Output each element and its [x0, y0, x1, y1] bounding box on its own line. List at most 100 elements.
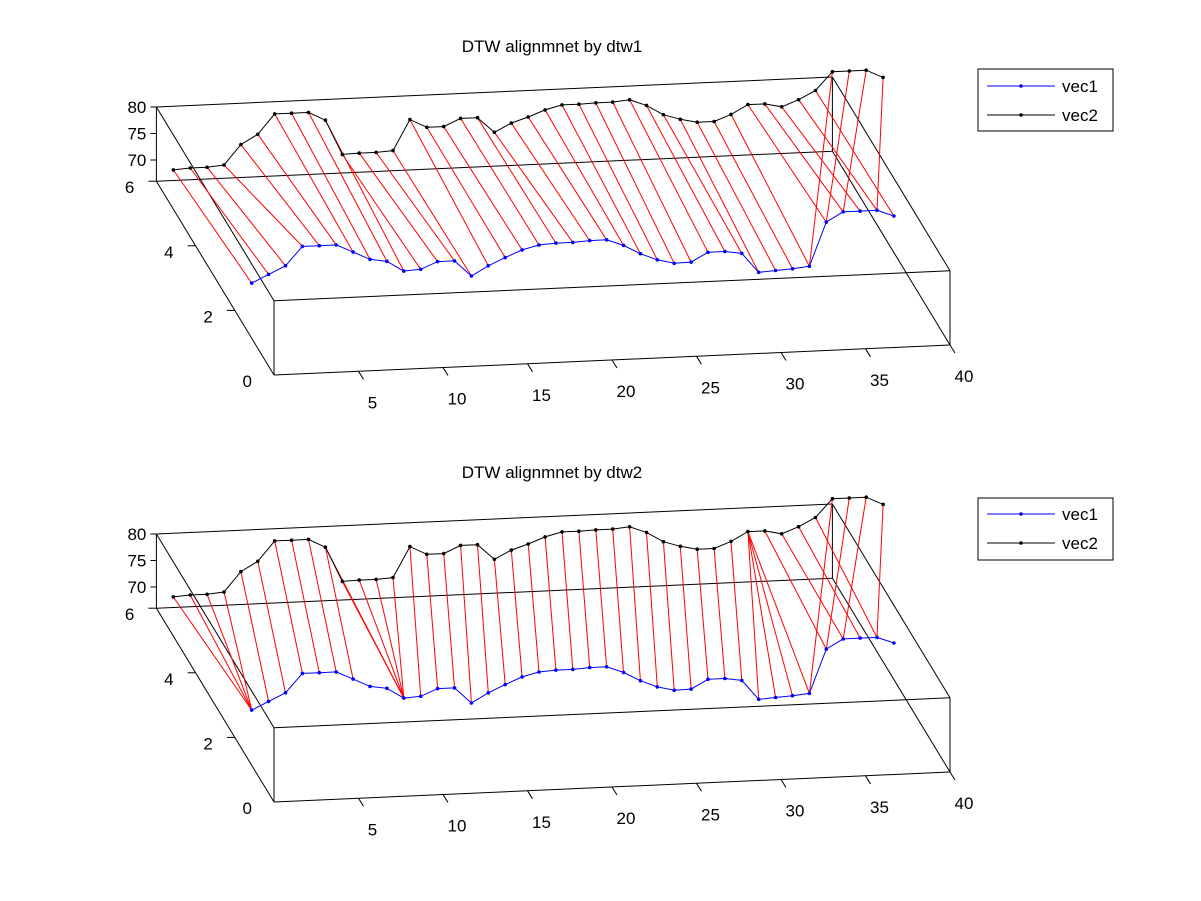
alignment-line [825, 497, 850, 650]
data-point-vec1 [402, 696, 406, 700]
series-layer [171, 495, 896, 712]
data-point-vec2 [425, 125, 429, 130]
data-point-vec1 [875, 208, 879, 213]
alignment-line [341, 581, 405, 699]
data-point-vec2 [610, 527, 615, 531]
x-tick-label: 10 [448, 817, 467, 836]
box-edge [156, 503, 833, 535]
alignment-line [274, 540, 303, 674]
alignment-line [781, 106, 861, 212]
x-tick-label: 5 [368, 820, 377, 839]
alignment-line [308, 539, 337, 673]
alignment-line [747, 531, 793, 696]
alignment-line [595, 529, 608, 667]
x-tick-label: 20 [617, 382, 636, 401]
legend-box [977, 68, 1114, 132]
data-point-vec2 [425, 552, 429, 557]
data-point-vec2 [340, 152, 345, 157]
alignment-line [825, 70, 850, 223]
data-point-vec2 [779, 532, 784, 536]
legend-label-vec1: vec1 [1062, 505, 1098, 524]
legend-label-vec2: vec2 [1062, 534, 1098, 553]
x-tick-label: 15 [532, 813, 551, 832]
data-point-vec2 [594, 528, 598, 532]
alignment-line [510, 550, 523, 677]
data-point-vec1 [469, 701, 474, 705]
x-tick-mark [865, 348, 871, 358]
data-point-vec2 [830, 69, 835, 74]
data-point-vec1 [300, 671, 305, 676]
data-point-vec2 [661, 539, 666, 544]
data-point-vec2 [255, 559, 260, 564]
data-point-vec2 [779, 105, 784, 109]
data-point-vec1 [773, 268, 778, 273]
x-tick-mark [696, 783, 702, 792]
data-point-vec2 [188, 593, 192, 597]
data-point-vec2 [813, 515, 818, 520]
dtw1-panel: DTW alignmnet by dtw1 5 10 15 20 25 30 35 40 0 2 4… [125, 37, 1114, 412]
alignment-line [808, 498, 833, 694]
alignment-line [876, 504, 884, 638]
data-point-vec1 [807, 691, 812, 696]
x-tick-mark [527, 790, 533, 800]
data-point-vec1 [841, 637, 845, 641]
data-point-vec2 [847, 496, 852, 500]
alignment-line [612, 529, 624, 673]
data-point-vec1 [452, 259, 457, 263]
alignment-line [747, 104, 827, 223]
data-point-vec2 [644, 103, 649, 108]
tick-layer: 5 10 15 20 25 30 35 40 0 2 4 6 70 75 80 [125, 98, 974, 412]
data-point-vec1 [385, 686, 389, 691]
data-point-vec2 [746, 102, 750, 107]
data-point-vec1 [334, 243, 339, 247]
legend-marker-vec2 [1019, 541, 1023, 545]
data-point-vec2 [239, 569, 243, 574]
box-edge [155, 607, 275, 803]
data-point-vec2 [357, 578, 362, 582]
data-point-vec2 [272, 112, 277, 116]
data-point-vec1 [723, 249, 727, 254]
alignment-line [764, 530, 827, 650]
data-point-vec2 [340, 579, 345, 584]
data-point-vec2 [391, 575, 395, 580]
data-point-vec1 [452, 686, 457, 690]
data-point-vec2 [796, 524, 801, 529]
legend-marker-vec1 [1019, 512, 1023, 516]
alignment-line [544, 109, 624, 246]
alignment-line [341, 154, 422, 270]
data-point-vec1 [655, 258, 660, 262]
x-tick-mark [780, 779, 787, 788]
data-point-vec1 [266, 272, 271, 277]
alignment-line [375, 152, 455, 262]
y-tick-label: 4 [164, 670, 173, 689]
data-point-vec1 [655, 685, 660, 689]
data-point-vec2 [374, 577, 378, 582]
data-point-vec1 [638, 251, 643, 256]
data-point-vec2 [222, 590, 226, 594]
data-point-vec1 [892, 214, 896, 218]
box-edge [273, 270, 951, 302]
z-tick-label: 70 [127, 151, 146, 170]
data-point-vec2 [695, 547, 699, 551]
alignment-line [561, 104, 641, 254]
data-point-vec1 [892, 641, 896, 645]
x-tick-label: 25 [701, 805, 720, 824]
data-point-vec2 [458, 543, 463, 548]
alignment-line [527, 116, 608, 241]
data-point-vec1 [249, 281, 254, 285]
data-point-vec1 [587, 238, 592, 243]
z-tick-label: 70 [127, 578, 146, 597]
data-point-vec2 [543, 108, 547, 112]
data-point-vec2 [847, 69, 852, 73]
tick-layer: 5 10 15 20 25 30 35 40 0 2 4 6 70 75 80 [125, 525, 974, 839]
data-point-vec2 [881, 75, 885, 80]
alignment-line [493, 132, 574, 243]
alignment-line [527, 543, 540, 673]
data-point-vec1 [317, 670, 322, 675]
x-tick-mark [611, 786, 618, 796]
data-point-vec1 [706, 677, 710, 682]
data-point-vec1 [706, 250, 710, 255]
x-tick-label: 5 [368, 393, 377, 412]
chart-title: DTW alignmnet by dtw1 [462, 37, 642, 56]
alignment-line [713, 121, 793, 269]
